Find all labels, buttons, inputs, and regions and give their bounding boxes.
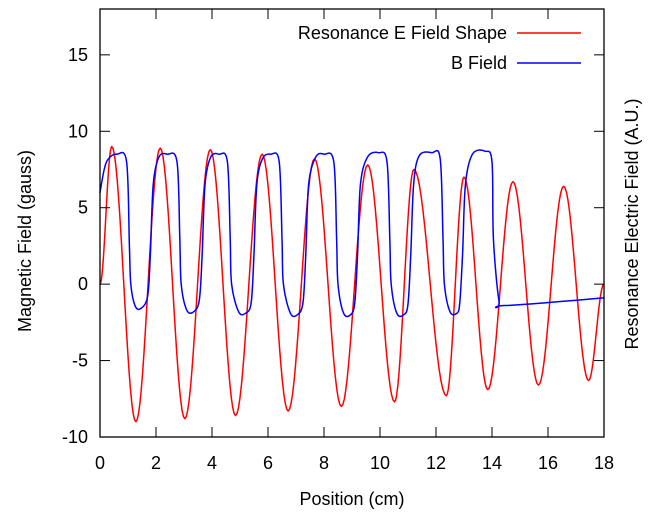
x-tick-label: 0 [95, 453, 105, 473]
series-layer [99, 145, 605, 423]
x-tick-label: 18 [594, 453, 614, 473]
axes-layer [99, 8, 605, 438]
y-tick-label: 5 [78, 198, 88, 218]
plot-frame [99, 8, 605, 438]
y-tick-label: -5 [72, 351, 88, 371]
x-tick-label: 14 [482, 453, 502, 473]
x-tick-label: 16 [538, 453, 558, 473]
y-tick-label: -10 [62, 427, 88, 447]
x-tick-label: 10 [370, 453, 390, 473]
x-axis-label: Position (cm) [299, 489, 404, 509]
y2-axis-label: Resonance Electric Field (A.U.) [622, 98, 642, 349]
x-tick-label: 6 [263, 453, 273, 473]
legend-label-b-field: B Field [451, 53, 507, 73]
x-tick-label: 4 [207, 453, 217, 473]
series-b-field-line [99, 149, 605, 318]
legend-label-resonance: Resonance E Field Shape [298, 23, 507, 43]
legend-item-b-field: B Field [451, 53, 581, 73]
series-resonance-line [99, 145, 605, 423]
y-tick-label: 10 [68, 121, 88, 141]
legend-item-resonance: Resonance E Field Shape [298, 23, 581, 43]
y-axis-label: Magnetic Field (gauss) [15, 150, 35, 332]
x-tick-label: 2 [151, 453, 161, 473]
legend: Resonance E Field Shape B Field [298, 23, 581, 73]
y-tick-label: 0 [78, 274, 88, 294]
y-tick-label: 15 [68, 45, 88, 65]
x-tick-label: 12 [426, 453, 446, 473]
x-tick-label: 8 [319, 453, 329, 473]
ticks-layer: 0 2 4 6 8 10 12 14 16 18 -10 -5 0 5 10 15 [62, 9, 614, 473]
